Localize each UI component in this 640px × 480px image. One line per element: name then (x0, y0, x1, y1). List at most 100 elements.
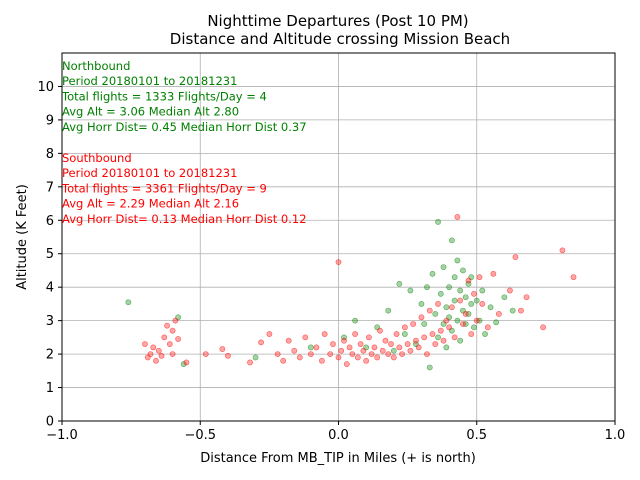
northbound-point (479, 287, 486, 294)
x-axis-label: Distance From MB_TIP in Miles (+ is nort… (200, 451, 476, 466)
southbound-point (374, 354, 381, 361)
southbound-point (379, 347, 386, 354)
northbound-point (401, 331, 408, 337)
southbound-point (473, 317, 480, 324)
southbound-point (432, 341, 439, 347)
southbound-point (161, 334, 168, 341)
northbound-point (451, 274, 458, 281)
southbound-point (471, 290, 477, 297)
southbound-point (479, 301, 486, 307)
northbound-point (443, 304, 450, 311)
northbound-point (454, 317, 461, 324)
southbound-point (490, 270, 497, 277)
northbound-point (460, 267, 466, 274)
northbound-point (468, 301, 475, 307)
northbound-point (307, 344, 314, 351)
southbound-point (175, 336, 182, 342)
northbound-annotation-line: Total flights = 1333 Flights/Day = 4 (61, 89, 267, 103)
southbound-point (368, 351, 375, 357)
y-tick-label: 0 (46, 415, 54, 430)
southbound-point (327, 351, 334, 357)
southbound-point (150, 344, 157, 351)
chart-subtitle: Distance and Altitude crossing Mission B… (170, 30, 510, 48)
southbound-point (349, 351, 356, 357)
southbound-point (341, 337, 347, 344)
southbound-point (155, 347, 162, 354)
southbound-point (247, 359, 253, 366)
southbound-point (410, 321, 417, 327)
southbound-point (335, 354, 342, 361)
southbound-annotation-line: Total flights = 3361 Flights/Day = 9 (61, 181, 267, 195)
southbound-point (484, 324, 491, 331)
southbound-point (570, 274, 577, 281)
southbound-point (426, 307, 433, 314)
northbound-point (457, 287, 464, 294)
southbound-point (258, 339, 264, 346)
southbound-point (401, 324, 408, 331)
northbound-point (424, 284, 430, 291)
southbound-point (429, 331, 436, 337)
southbound-point (446, 324, 452, 331)
northbound-annotation-line: Avg Horr Dist= 0.45 Median Horr Dist 0.3… (62, 120, 307, 134)
southbound-point (371, 344, 378, 351)
y-tick-label: 1 (46, 381, 54, 396)
northbound-point (451, 297, 458, 304)
southbound-point (338, 347, 345, 354)
northbound-point (509, 307, 516, 314)
southbound-point (540, 324, 547, 331)
y-axis-label: Altitude (K Feet) (15, 184, 30, 290)
northbound-point (446, 284, 452, 291)
southbound-point (382, 337, 389, 344)
y-tick-label: 4 (46, 281, 54, 296)
southbound-point (313, 344, 320, 351)
southbound-point (335, 259, 342, 265)
x-tick-label: 1.0 (605, 428, 626, 443)
southbound-point (390, 354, 397, 361)
southbound-point (495, 311, 502, 317)
southbound-point (448, 304, 455, 311)
southbound-point (321, 331, 328, 337)
southbound-point (147, 351, 154, 357)
northbound-point (482, 331, 488, 337)
y-tick-label: 10 (37, 80, 54, 95)
northbound-point (396, 280, 403, 287)
southbound-point (399, 351, 405, 357)
x-tick-label: −1.0 (46, 428, 78, 443)
y-tick-label: 8 (46, 147, 54, 162)
southbound-point (424, 351, 430, 357)
southbound-point (343, 361, 350, 368)
southbound-point (523, 294, 530, 301)
northbound-point (180, 361, 187, 368)
southbound-point (435, 301, 441, 307)
southbound-point (274, 351, 281, 357)
southbound-points (142, 214, 577, 368)
southbound-point (296, 354, 303, 361)
northbound-point (448, 237, 455, 244)
southbound-point (363, 357, 370, 364)
southbound-point (462, 311, 469, 317)
southbound-point (158, 352, 165, 359)
northbound-point (487, 304, 494, 311)
y-tick-label: 6 (46, 214, 54, 229)
y-tick-label: 2 (46, 348, 54, 363)
y-axis-ticks: 0 1 2 3 4 5 6 7 8 9 10 (37, 80, 62, 430)
southbound-point (153, 357, 159, 364)
southbound-point (202, 351, 209, 357)
southbound-point (415, 344, 422, 351)
northbound-point (471, 324, 477, 331)
northbound-point (457, 337, 464, 344)
southbound-annotation-line: Avg Alt = 2.29 Median Alt 2.16 (62, 197, 239, 211)
southbound-point (421, 334, 428, 341)
northbound-point (454, 257, 461, 264)
northbound-point (440, 264, 447, 271)
northbound-point (493, 319, 500, 326)
northbound-point (501, 294, 508, 301)
southbound-point (518, 307, 524, 314)
northbound-point (252, 354, 259, 361)
northbound-point (418, 301, 425, 307)
southbound-point (354, 354, 361, 361)
southbound-point (407, 347, 414, 354)
